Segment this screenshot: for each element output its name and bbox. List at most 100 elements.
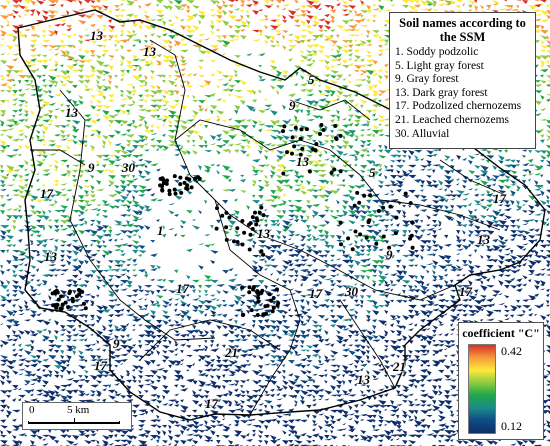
raster-cell [540,255,548,260]
raster-cell [372,230,380,236]
raster-cell [474,215,478,220]
raster-cell [306,315,313,320]
raster-cell [420,368,428,373]
raster-cell [120,224,129,227]
raster-cell [0,399,6,404]
raster-cell [54,274,58,277]
raster-cell [300,390,309,396]
raster-cell [294,144,302,147]
raster-cell [258,30,263,34]
raster-cell [228,238,233,242]
raster-cell [300,334,308,339]
raster-cell [96,105,104,109]
raster-cell [186,150,191,156]
raster-cell [390,375,397,379]
raster-cell [30,34,38,37]
raster-cell [294,263,303,268]
raster-cell [42,155,48,159]
raster-cell [354,250,361,255]
raster-cell [18,228,24,233]
raster-cell [390,180,396,185]
raster-cell [348,74,352,77]
raster-cell [408,298,413,303]
raster-cell [30,163,35,168]
raster-cell [162,95,167,99]
raster-cell [78,20,87,25]
raster-cell [348,380,352,384]
raster-cell [360,225,365,228]
raster-cell [534,285,540,290]
raster-cell [90,175,95,179]
raster-cell [24,110,29,115]
raster-cell [24,344,32,347]
raster-cell [318,25,324,30]
raster-cell [384,265,391,270]
raster-cell [228,125,237,129]
raster-cell [246,205,250,210]
raster-cell [282,135,290,140]
raster-cell [498,224,506,229]
raster-cell [96,330,104,336]
raster-cell [546,55,550,58]
raster-cell [510,314,515,318]
raster-cell [228,330,235,335]
raster-cell [312,5,321,10]
raster-cell [378,200,387,206]
raster-cell [348,388,353,393]
raster-cell [318,173,327,178]
raster-cell [126,140,132,144]
raster-cell [354,275,361,279]
raster-cell [12,207,19,212]
raster-cell [18,239,23,243]
raster-cell [390,169,394,173]
raster-cell [294,344,299,348]
raster-cell [138,375,144,379]
raster-cell [30,12,35,16]
raster-cell [0,15,9,20]
raster-cell [78,392,86,397]
raster-cell [258,164,267,168]
raster-cell [156,289,161,294]
raster-cell [522,243,529,246]
raster-cell [6,325,12,330]
raster-cell [48,120,54,123]
raster-cell [276,168,282,173]
raster-cell [78,338,86,342]
raster-cell [162,278,167,283]
raster-cell [300,315,304,320]
raster-cell [306,375,313,380]
raster-cell [540,139,545,144]
raster-cell [414,219,419,224]
raster-cell [156,114,161,119]
raster-cell [186,94,190,99]
raster-cell [492,10,499,13]
raster-cell [324,355,329,361]
raster-cell [444,175,452,181]
raster-cell [414,254,420,258]
raster-cell [210,368,218,372]
raster-cell [330,215,339,220]
raster-cell [84,314,88,319]
raster-cell [72,283,79,288]
raster-cell [90,73,95,78]
raster-cell [528,150,533,154]
raster-cell [318,363,325,366]
raster-cell [378,155,387,159]
raster-cell [96,188,105,192]
raster-cell [108,250,113,254]
raster-cell [234,242,242,247]
raster-cell [96,355,102,360]
raster-cell [102,95,107,100]
raster-cell [120,55,126,61]
raster-cell [42,169,51,173]
raster-cell [276,358,285,363]
raster-cell [120,33,124,37]
raster-cell [324,100,332,104]
raster-cell [144,290,151,293]
raster-cell [30,44,36,48]
raster-cell [318,98,327,102]
raster-cell [6,73,11,78]
raster-cell [216,20,222,24]
raster-cell [12,83,17,87]
raster-cell [54,390,60,395]
